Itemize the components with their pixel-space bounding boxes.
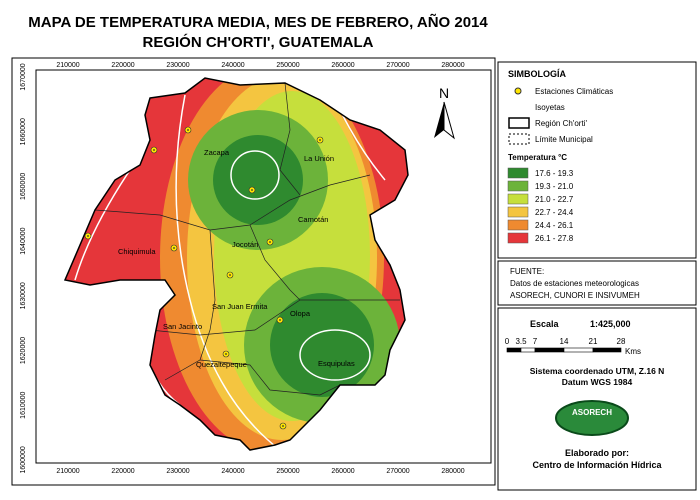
station-center bbox=[229, 274, 231, 276]
x-coord: 270000 bbox=[386, 62, 409, 69]
title: REGIÓN CH'ORTI', GUATEMALA bbox=[142, 33, 373, 51]
x-coord: 280000 bbox=[441, 468, 464, 475]
station-center bbox=[279, 319, 281, 321]
legend-swatch bbox=[507, 232, 529, 244]
scale-tick: 3.5 bbox=[515, 337, 527, 346]
legend-class: 19.3 - 21.0 bbox=[535, 182, 574, 191]
legend-symbol bbox=[514, 87, 522, 95]
legend-class: 21.0 - 22.7 bbox=[535, 195, 574, 204]
north-label: N bbox=[439, 85, 449, 101]
legend-class: 17.6 - 19.3 bbox=[535, 169, 574, 178]
y-coord: 1600000 bbox=[20, 446, 27, 473]
y-coord: 1650000 bbox=[20, 173, 27, 200]
place-label: Jocotán bbox=[232, 240, 258, 249]
x-coord: 250000 bbox=[276, 62, 299, 69]
legend-swatch bbox=[507, 219, 529, 231]
x-coord: 260000 bbox=[331, 62, 354, 69]
x-coord: 210000 bbox=[56, 62, 79, 69]
scale-tick: 14 bbox=[560, 337, 569, 346]
y-coord: 1610000 bbox=[20, 391, 27, 418]
x-coord: 250000 bbox=[276, 468, 299, 475]
legend-symbol bbox=[508, 117, 530, 129]
scale-segment bbox=[520, 347, 536, 353]
station-center bbox=[87, 235, 89, 237]
scale-tick: 0 bbox=[505, 337, 510, 346]
source-line: Datos de estaciones meteorologicas bbox=[510, 279, 639, 288]
north-arrow: N bbox=[434, 85, 455, 140]
x-coord: 230000 bbox=[166, 468, 189, 475]
x-coord: 280000 bbox=[441, 62, 464, 69]
x-coord: 210000 bbox=[56, 468, 79, 475]
place-label: San Juan Ermita bbox=[212, 302, 268, 311]
scale-ratio: 1:425,000 bbox=[590, 319, 631, 329]
x-coord: 240000 bbox=[221, 468, 244, 475]
legend-subtitle: Temperatura °C bbox=[508, 153, 567, 162]
legend-class: 22.7 - 24.4 bbox=[535, 208, 574, 217]
station-center bbox=[173, 247, 175, 249]
legend-item: Límite Municipal bbox=[535, 135, 593, 144]
source-box bbox=[497, 260, 697, 306]
place-label: Camotán bbox=[298, 215, 328, 224]
station-center bbox=[251, 189, 253, 191]
x-coord: 220000 bbox=[111, 468, 134, 475]
y-coord: 1660000 bbox=[20, 118, 27, 145]
legend-item: Estaciones Climáticas bbox=[535, 87, 613, 96]
legend-swatch bbox=[507, 193, 529, 205]
scale-segment bbox=[534, 347, 565, 353]
x-coord: 260000 bbox=[331, 468, 354, 475]
map-frame bbox=[11, 57, 496, 486]
place-label: La Unión bbox=[304, 154, 334, 163]
source-line: ASORECH, CUNORI E INSIVUMEH bbox=[510, 291, 640, 300]
station-center bbox=[153, 149, 155, 151]
scale-segment bbox=[563, 347, 594, 353]
scale-unit: Kms bbox=[625, 347, 641, 356]
place-label: San Jacinto bbox=[163, 322, 202, 331]
x-coord: 240000 bbox=[221, 62, 244, 69]
x-coord: 220000 bbox=[111, 62, 134, 69]
place-label: Olopa bbox=[290, 309, 311, 318]
legend-title: SIMBOLOGÍA bbox=[508, 69, 566, 79]
legend-swatch bbox=[507, 167, 529, 179]
place-label: Esquipulas bbox=[318, 359, 355, 368]
logo-text: ASORECH bbox=[572, 408, 612, 417]
scale-segment bbox=[592, 347, 622, 353]
station-center bbox=[282, 425, 284, 427]
legend-item: Isoyetas bbox=[535, 103, 565, 112]
credit: Elaborado por: bbox=[565, 448, 629, 458]
scale-tick: 21 bbox=[589, 337, 598, 346]
x-coord: 230000 bbox=[166, 62, 189, 69]
place-label: Quezaltepeque bbox=[196, 360, 247, 369]
legend-class: 26.1 - 27.8 bbox=[535, 234, 574, 243]
x-coord: 270000 bbox=[386, 468, 409, 475]
y-coord: 1670000 bbox=[20, 63, 27, 90]
scale-tick: 7 bbox=[533, 337, 538, 346]
projection: Datum WGS 1984 bbox=[562, 377, 633, 387]
y-coord: 1620000 bbox=[20, 337, 27, 364]
source-title: FUENTE: bbox=[510, 267, 544, 276]
title: MAPA DE TEMPERATURA MEDIA, MES DE FEBRER… bbox=[28, 13, 488, 31]
station-center bbox=[269, 241, 271, 243]
legend-item: Región Ch'orti' bbox=[535, 119, 587, 128]
legend-symbol bbox=[508, 133, 530, 145]
logo: ASORECH bbox=[555, 400, 629, 436]
legend-swatch bbox=[507, 206, 529, 218]
station-center bbox=[187, 129, 189, 131]
station-center bbox=[319, 139, 321, 141]
credit: Centro de Información Hídrica bbox=[532, 460, 662, 470]
scale-label: Escala bbox=[530, 319, 560, 329]
y-coord: 1630000 bbox=[20, 282, 27, 309]
y-coord: 1640000 bbox=[20, 227, 27, 254]
scale-tick: 28 bbox=[617, 337, 626, 346]
place-label: Chiquimula bbox=[118, 247, 156, 256]
scale-segment bbox=[506, 347, 522, 353]
station-center bbox=[225, 353, 227, 355]
legend-class: 24.4 - 26.1 bbox=[535, 221, 574, 230]
projection: Sistema coordenado UTM, Z.16 N bbox=[530, 366, 665, 376]
place-label: Zacapa bbox=[204, 148, 230, 157]
legend-swatch bbox=[507, 180, 529, 192]
legend-box bbox=[497, 61, 697, 259]
info-box bbox=[497, 307, 697, 491]
